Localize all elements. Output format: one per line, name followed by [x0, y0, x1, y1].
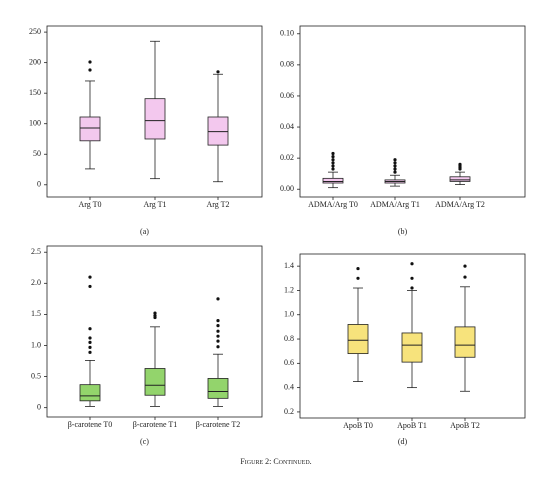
- outlier: [88, 345, 92, 349]
- y-tick-label: 2.0: [31, 278, 41, 287]
- plot-frame: [299, 253, 526, 419]
- plot-frame: [46, 25, 263, 198]
- outlier: [88, 327, 92, 331]
- box: [79, 384, 101, 402]
- y-tick-label: 1.0: [31, 340, 41, 349]
- outlier: [331, 164, 335, 168]
- outlier: [458, 162, 462, 166]
- y-tick-label: 250: [29, 27, 41, 36]
- y-tick-label: 1.5: [31, 309, 41, 318]
- box: [454, 326, 476, 358]
- box: [144, 98, 166, 140]
- outlier: [216, 297, 220, 301]
- outlier: [331, 158, 335, 162]
- y-tick-label: 2.5: [31, 247, 41, 256]
- y-tick-label: 0.6: [284, 358, 294, 367]
- box: [401, 332, 423, 363]
- outlier: [356, 266, 360, 271]
- outlier: [463, 275, 467, 279]
- outlier: [216, 70, 220, 74]
- y-tick-label: 150: [29, 88, 41, 97]
- y-tick-label: 0.2: [284, 407, 294, 416]
- outlier: [88, 350, 92, 354]
- x-tick-label: ADMA/Arg T1: [370, 200, 420, 209]
- x-tick-label: Arg T0: [78, 200, 101, 209]
- x-tick-label: ApoB T1: [397, 421, 427, 430]
- y-tick-label: 1.2: [284, 285, 294, 294]
- outlier: [153, 311, 157, 315]
- outlier: [216, 334, 220, 338]
- y-tick-label: 0.5: [31, 371, 41, 380]
- outlier: [88, 68, 92, 72]
- outlier: [410, 286, 414, 290]
- panel-caption: (d): [398, 437, 408, 446]
- y-tick-label: 0.08: [280, 60, 294, 69]
- outlier: [356, 276, 360, 280]
- outlier: [88, 60, 92, 64]
- outlier: [216, 319, 220, 323]
- outlier: [393, 164, 397, 168]
- y-tick-label: 50: [33, 149, 41, 158]
- y-tick-label: 0.4: [284, 382, 294, 391]
- outlier: [88, 340, 92, 344]
- y-tick-label: 0: [37, 403, 41, 412]
- box: [322, 177, 344, 184]
- x-tick-label: ApoB T0: [343, 421, 373, 430]
- outlier: [410, 262, 414, 266]
- outlier: [216, 339, 220, 343]
- outlier: [331, 167, 335, 171]
- x-tick-label: ADMA/Arg T0: [308, 200, 358, 209]
- outlier: [331, 154, 335, 159]
- box: [207, 116, 229, 146]
- x-tick-label: ADMA/Arg T2: [435, 200, 485, 209]
- y-tick-label: 200: [29, 57, 41, 66]
- y-tick-label: 0.06: [280, 91, 294, 100]
- panel-caption: (c): [140, 437, 149, 446]
- outlier: [88, 336, 92, 340]
- outlier: [393, 170, 397, 174]
- panel-caption: (a): [140, 227, 149, 236]
- plot-frame: [46, 245, 263, 418]
- figure-caption: Figure 2: Continued.: [240, 457, 311, 466]
- y-tick-label: 0.8: [284, 334, 294, 343]
- y-tick-label: 0.02: [280, 153, 294, 162]
- x-tick-label: β-carotene T1: [133, 420, 178, 429]
- outlier: [463, 264, 467, 268]
- outlier: [393, 161, 397, 165]
- panel-caption: (b): [398, 227, 408, 236]
- y-tick-label: 0: [37, 180, 41, 189]
- y-tick-label: 0.10: [280, 29, 294, 38]
- outlier: [216, 345, 220, 349]
- outlier: [393, 158, 397, 162]
- outlier: [88, 284, 92, 289]
- box: [207, 378, 229, 399]
- outlier: [331, 151, 335, 156]
- outlier: [393, 167, 397, 171]
- box: [449, 176, 471, 182]
- box: [144, 368, 166, 396]
- plot-frame: [299, 25, 526, 198]
- x-tick-label: β-carotene T0: [68, 420, 113, 429]
- y-tick-label: 0.04: [280, 122, 294, 131]
- x-tick-label: ApoB T2: [450, 421, 480, 430]
- y-tick-label: 1.0: [284, 310, 294, 319]
- x-tick-label: Arg T2: [206, 200, 229, 209]
- y-tick-label: 1.4: [284, 261, 294, 270]
- y-tick-label: 0.00: [280, 184, 294, 193]
- outlier: [216, 329, 220, 333]
- outlier: [410, 276, 414, 280]
- outlier: [88, 275, 92, 279]
- x-tick-label: β-carotene T2: [196, 420, 241, 429]
- x-tick-label: Arg T1: [143, 200, 166, 209]
- outlier: [216, 323, 220, 328]
- y-tick-label: 100: [29, 119, 41, 128]
- outlier: [153, 314, 157, 318]
- box: [347, 324, 369, 355]
- outlier: [331, 161, 335, 165]
- box: [79, 116, 101, 142]
